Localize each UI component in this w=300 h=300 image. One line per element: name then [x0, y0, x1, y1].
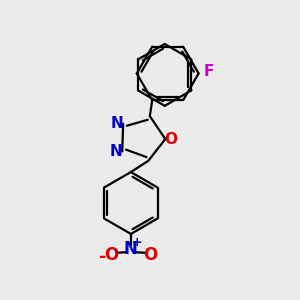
Text: +: + [132, 236, 143, 249]
Text: N: N [124, 240, 138, 258]
Text: O: O [165, 131, 178, 146]
Text: O: O [105, 245, 119, 263]
Text: N: N [110, 116, 123, 130]
Text: N: N [110, 145, 122, 160]
Text: -: - [99, 248, 106, 266]
Text: O: O [143, 245, 157, 263]
Text: F: F [204, 64, 214, 80]
